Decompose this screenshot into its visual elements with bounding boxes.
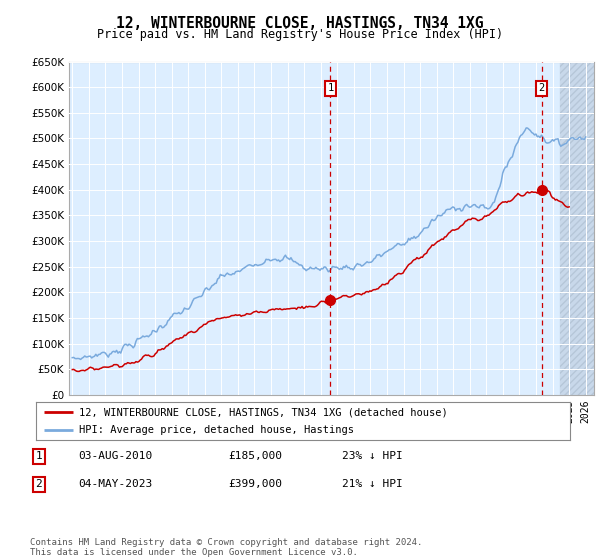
Text: 1: 1 <box>327 83 334 94</box>
Bar <box>560 62 594 395</box>
Text: 23% ↓ HPI: 23% ↓ HPI <box>342 451 403 461</box>
Text: 2: 2 <box>538 83 545 94</box>
Text: 1: 1 <box>35 451 43 461</box>
Text: 03-AUG-2010: 03-AUG-2010 <box>78 451 152 461</box>
Text: 04-MAY-2023: 04-MAY-2023 <box>78 479 152 489</box>
Text: £399,000: £399,000 <box>228 479 282 489</box>
Text: Price paid vs. HM Land Registry's House Price Index (HPI): Price paid vs. HM Land Registry's House … <box>97 28 503 41</box>
Text: 12, WINTERBOURNE CLOSE, HASTINGS, TN34 1XG (detached house): 12, WINTERBOURNE CLOSE, HASTINGS, TN34 1… <box>79 407 448 417</box>
Text: Contains HM Land Registry data © Crown copyright and database right 2024.
This d: Contains HM Land Registry data © Crown c… <box>30 538 422 557</box>
Text: 21% ↓ HPI: 21% ↓ HPI <box>342 479 403 489</box>
Text: 12, WINTERBOURNE CLOSE, HASTINGS, TN34 1XG: 12, WINTERBOURNE CLOSE, HASTINGS, TN34 1… <box>116 16 484 31</box>
Text: £185,000: £185,000 <box>228 451 282 461</box>
Text: HPI: Average price, detached house, Hastings: HPI: Average price, detached house, Hast… <box>79 425 354 435</box>
Bar <box>560 62 594 395</box>
Text: 2: 2 <box>35 479 43 489</box>
